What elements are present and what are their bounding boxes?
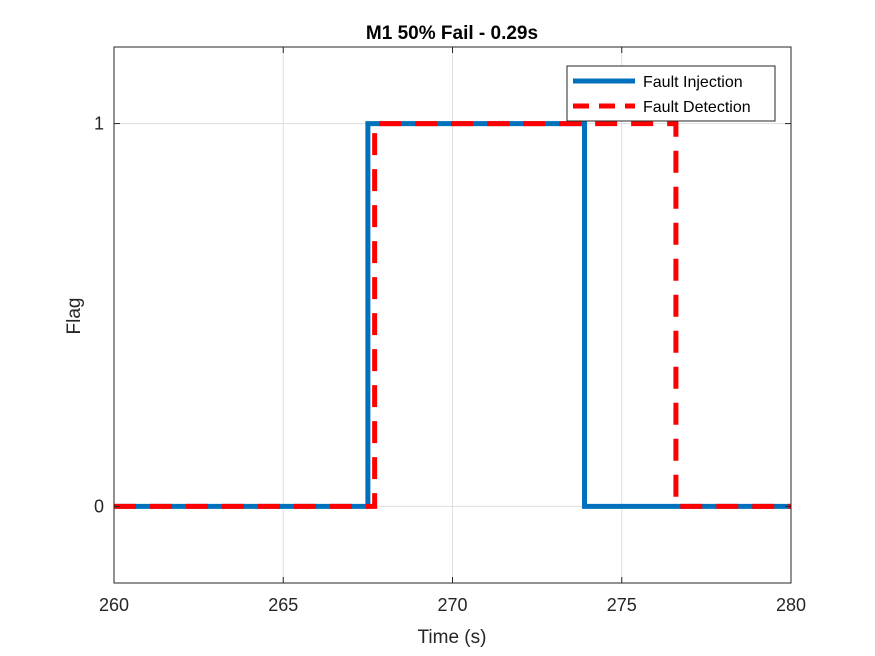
- x-tick-label: 260: [99, 595, 129, 615]
- legend-box: [566, 65, 776, 122]
- x-axis-label: Time (s): [418, 627, 487, 648]
- y-tick-label: 1: [94, 114, 104, 134]
- tick-layer: 260 265 270 275 280 0 1: [94, 47, 806, 615]
- x-tick-label: 275: [607, 595, 637, 615]
- series-line-fault-detection: [114, 121, 791, 509]
- x-tick-label: 280: [776, 595, 806, 615]
- legend-label: Fault Injection: [643, 74, 743, 91]
- x-tick-label: 270: [437, 595, 467, 615]
- x-tick-label: 265: [268, 595, 298, 615]
- series-line-fault-injection: [114, 121, 791, 509]
- series-layer: [114, 121, 791, 509]
- chart-title: M1 50% Fail - 0.29s: [366, 23, 538, 44]
- y-tick-label: 0: [94, 496, 104, 516]
- y-axis-label: Flag: [64, 298, 85, 335]
- legend: Fault Injection Fault Detection: [566, 65, 776, 122]
- legend-label: Fault Detection: [643, 99, 751, 116]
